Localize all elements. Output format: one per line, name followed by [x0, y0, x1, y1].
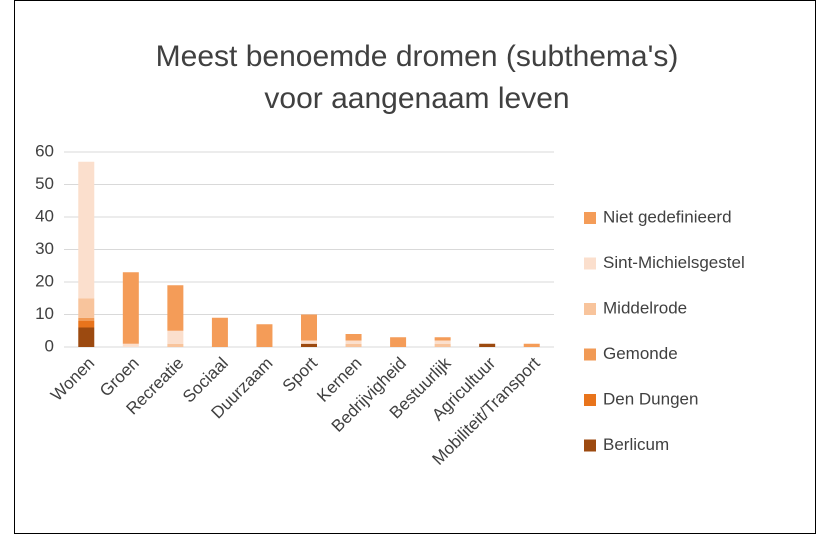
chart-frame [14, 0, 816, 534]
bar-segment [434, 343, 451, 347]
legend-label: Niet gedefinieerd [603, 207, 732, 226]
y-tick-label: 40 [35, 206, 54, 225]
bar-segment [479, 343, 496, 347]
legend-swatch [584, 348, 596, 361]
legend-swatch [584, 439, 596, 452]
bar-segment [167, 343, 184, 347]
bar-segment [390, 337, 407, 347]
bar-segment [78, 321, 95, 328]
bar-segment [345, 340, 362, 344]
bar-segment [345, 343, 362, 347]
bar-segment [122, 272, 139, 344]
legend-swatch [584, 303, 596, 315]
bar-segment [434, 340, 451, 344]
y-tick-label: 20 [35, 271, 54, 290]
legend-label: Den Dungen [603, 389, 698, 408]
legend-swatch [584, 394, 596, 406]
bar-segment [167, 330, 184, 344]
legend-swatch [584, 212, 596, 224]
bar-segment [301, 340, 317, 344]
y-tick-label: 30 [35, 239, 54, 258]
y-tick-label: 60 [35, 141, 54, 160]
bar-segment [78, 298, 95, 318]
chart-title: voor aangenaam leven [264, 82, 569, 115]
bar-segment [434, 337, 451, 341]
bar-segment [301, 314, 317, 341]
legend-label: Berlicum [603, 435, 669, 454]
bar-segment [345, 334, 362, 341]
bar-segment [301, 343, 317, 347]
bar-segment [122, 343, 139, 347]
bar-segment [167, 285, 184, 331]
bar-segment [211, 317, 228, 347]
legend-label: Gemonde [603, 344, 678, 363]
legend-swatch [584, 257, 596, 270]
bar-segment [78, 161, 95, 299]
chart-title: Meest benoemde dromen (subthema's) [156, 40, 679, 73]
legend-label: Sint-Michielsgestel [603, 253, 745, 272]
bar-segment [78, 317, 95, 321]
bar-segment [78, 327, 95, 347]
legend-label: Middelrode [603, 298, 687, 317]
bar-segment [523, 343, 540, 347]
y-tick-label: 50 [35, 174, 54, 193]
y-tick-label: 0 [45, 336, 54, 355]
bar-segment [256, 324, 273, 347]
y-tick-label: 10 [35, 304, 54, 323]
